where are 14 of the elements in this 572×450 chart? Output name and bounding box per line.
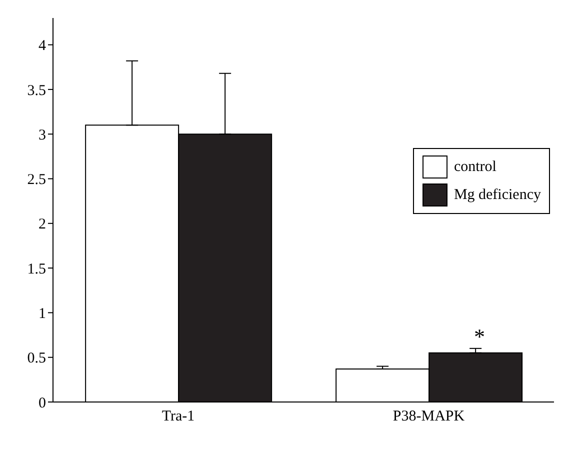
y-tick-label: 0.5 xyxy=(27,350,46,367)
annotation: * xyxy=(474,324,485,349)
y-tick-label: 2 xyxy=(38,216,46,233)
y-tick-label: 3.5 xyxy=(27,82,46,99)
x-tick-label: P38-MAPK xyxy=(392,408,465,425)
legend-label: control xyxy=(454,158,496,176)
y-tick-label: 1.5 xyxy=(27,261,46,278)
y-tick-label: 0 xyxy=(38,395,46,412)
legend-label: Mg deficiency xyxy=(454,186,541,204)
y-tick-label: 1 xyxy=(38,306,46,322)
y-tick-label: 4 xyxy=(38,38,46,54)
x-tick-label: Tra-1 xyxy=(162,408,195,425)
y-tick-label: 3 xyxy=(38,127,46,144)
y-tick-label: 2.5 xyxy=(27,172,46,188)
